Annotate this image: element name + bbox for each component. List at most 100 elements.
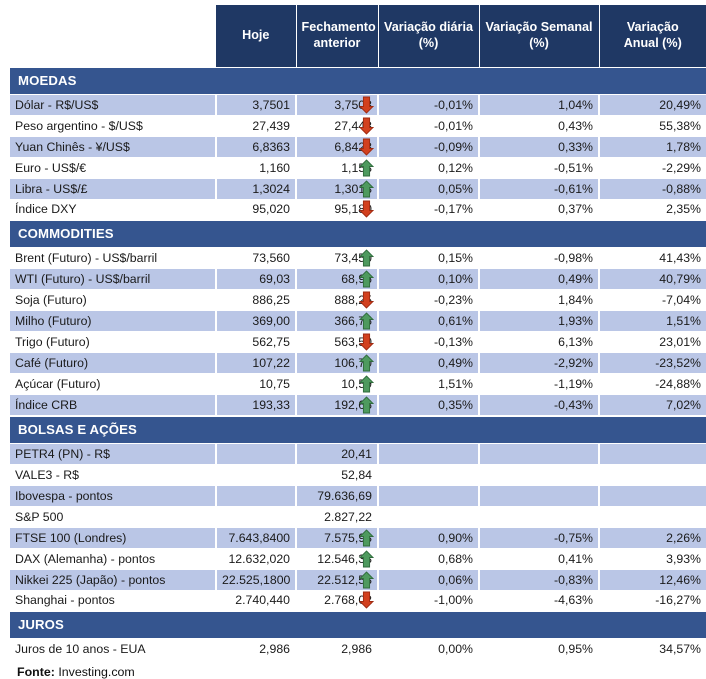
cell-variacao-diaria <box>377 506 479 528</box>
cell-variacao-semanal: -0,61% <box>478 178 599 200</box>
cell-fechamento-anterior: 2,986 <box>295 638 378 661</box>
cell-variacao-anual: 1,51% <box>598 310 706 332</box>
row-label: VALE3 - R$ <box>10 464 216 486</box>
cell-variacao-semanal: -0,75% <box>478 527 599 549</box>
table-header: Hoje Fechamento anterior Variação diária… <box>10 5 706 67</box>
row-label: Açúcar (Futuro) <box>10 373 216 395</box>
cell-variacao-semanal: 1,84% <box>478 289 599 311</box>
row-label: Índice CRB <box>10 394 216 417</box>
header-vsemanal-line1: Variação Semanal <box>485 20 593 35</box>
row-label: FTSE 100 (Londres) <box>10 527 216 549</box>
cell-fechamento-anterior: 1,3018 <box>295 178 378 200</box>
cell-fechamento-anterior: 192,65 <box>295 394 378 417</box>
cell-hoje: 7.643,8400 <box>215 527 296 549</box>
cell-fechamento-anterior: 10,59 <box>295 373 378 395</box>
cell-variacao-anual: -16,27% <box>598 590 706 612</box>
section-title: MOEDAS <box>10 66 706 95</box>
trend-up-icon <box>359 312 374 330</box>
cell-variacao-diaria: -0,01% <box>377 115 479 137</box>
cell-variacao-diaria <box>377 485 479 507</box>
trend-up-icon <box>359 529 374 546</box>
cell-variacao-diaria: 0,68% <box>377 548 479 570</box>
cell-variacao-semanal: -0,43% <box>478 394 599 417</box>
cell-variacao-semanal <box>478 464 599 486</box>
cell-variacao-anual: -2,29% <box>598 157 706 179</box>
table-row: PETR4 (PN) - R$ 20,41 <box>10 443 706 465</box>
header-hoje-line1: Hoje <box>242 27 270 42</box>
cell-fechamento-anterior: 1,158 <box>295 157 378 179</box>
table-row: Índice CRB 193,33 192,65 0,35% -0,43% 7,02% <box>10 394 706 417</box>
header-cell-variacao-anual: Variação Anual (%) <box>598 5 706 67</box>
cell-variacao-semanal <box>478 443 599 465</box>
header-cell-hoje: Hoje <box>216 5 297 67</box>
cell-fechamento-value: 52,84 <box>341 467 372 482</box>
trend-down-icon <box>359 591 374 609</box>
header-fechamento-line2: anterior <box>313 35 361 50</box>
header-vdiaria-line2: (%) <box>418 35 439 50</box>
table-row: Euro - US$/€ 1,160 1,158 0,12% -0,51% -2,29% <box>10 157 706 179</box>
cell-variacao-diaria <box>377 464 479 486</box>
section-title: COMMODITIES <box>10 219 706 248</box>
header-vsemanal-line2: (%) <box>529 35 549 50</box>
cell-variacao-anual: 34,57% <box>598 638 706 661</box>
row-label: Índice DXY <box>10 199 216 221</box>
cell-variacao-anual: 20,49% <box>598 94 706 116</box>
trend-down-icon <box>359 117 374 134</box>
cell-hoje: 27,439 <box>215 115 296 137</box>
cell-variacao-semanal: -4,63% <box>478 590 599 612</box>
cell-variacao-anual: 23,01% <box>598 331 706 353</box>
row-label: Juros de 10 anos - EUA <box>10 638 216 661</box>
cell-variacao-anual: 12,46% <box>598 569 706 591</box>
row-label: Nikkei 225 (Japão) - pontos <box>10 569 216 591</box>
cell-variacao-diaria: 0,61% <box>377 310 479 332</box>
trend-up-icon <box>359 249 374 267</box>
cell-variacao-diaria: 0,12% <box>377 157 479 179</box>
table-row: Brent (Futuro) - US$/barril 73,560 73,450 0… <box>10 247 706 269</box>
cell-fechamento-anterior: 2.827,22 <box>295 506 378 528</box>
cell-hoje: 3,7501 <box>215 94 296 116</box>
cell-variacao-anual: 2,26% <box>598 527 706 549</box>
cell-hoje: 2.740,440 <box>215 590 296 612</box>
cell-variacao-semanal: -0,83% <box>478 569 599 591</box>
cell-variacao-anual: 41,43% <box>598 247 706 269</box>
cell-hoje: 2,986 <box>215 638 296 661</box>
table-row: VALE3 - R$ 52,84 <box>10 464 706 486</box>
cell-hoje: 1,3024 <box>215 178 296 200</box>
cell-hoje <box>215 485 296 507</box>
cell-hoje <box>215 464 296 486</box>
section-header-row: MOEDAS <box>10 66 706 95</box>
cell-variacao-diaria: 0,06% <box>377 569 479 591</box>
trend-down-icon <box>359 291 374 309</box>
cell-hoje: 107,22 <box>215 352 296 374</box>
cell-variacao-diaria: 1,51% <box>377 373 479 395</box>
source-value: Investing.com <box>58 664 135 679</box>
cell-variacao-semanal: 0,43% <box>478 115 599 137</box>
cell-fechamento-anterior: 95,180 <box>295 199 378 221</box>
cell-fechamento-anterior: 106,70 <box>295 352 378 374</box>
cell-variacao-semanal: -0,98% <box>478 247 599 269</box>
row-label: Soja (Futuro) <box>10 289 216 311</box>
row-label: DAX (Alemanha) - pontos <box>10 548 216 570</box>
cell-fechamento-value: 2.827,22 <box>324 509 372 524</box>
cell-variacao-diaria: -0,13% <box>377 331 479 353</box>
cell-variacao-diaria: 0,35% <box>377 394 479 417</box>
table-row: FTSE 100 (Londres) 7.643,8400 7.575,93 0,90… <box>10 527 706 549</box>
cell-variacao-anual <box>598 485 706 507</box>
row-label: Libra - US$/£ <box>10 178 216 200</box>
table-row: Índice DXY 95,020 95,180 -0,17% 0,37% 2,35% <box>10 199 706 221</box>
table-row: Shanghai - pontos 2.740,440 2.768,02 -1,00%… <box>10 590 706 612</box>
cell-variacao-diaria: -0,01% <box>377 94 479 116</box>
cell-hoje <box>215 506 296 528</box>
header-fechamento-line1: Fechamento <box>301 20 376 35</box>
cell-variacao-anual: 7,02% <box>598 394 706 417</box>
row-label: S&P 500 <box>10 506 216 528</box>
cell-variacao-anual <box>598 464 706 486</box>
table-row: Café (Futuro) 107,22 106,70 0,49% -2,92% -23,… <box>10 352 706 374</box>
table-body: MOEDAS Dólar - R$/US$ 3,7501 3,7503 -0,01% 1,… <box>10 66 706 661</box>
table-row: WTI (Futuro) - US$/barril 69,03 68,96 0,10%… <box>10 268 706 290</box>
row-label: PETR4 (PN) - R$ <box>10 443 216 465</box>
cell-hoje: 562,75 <box>215 331 296 353</box>
header-row: Hoje Fechamento anterior Variação diária… <box>10 5 706 67</box>
trend-down-icon <box>359 138 374 155</box>
row-label: Euro - US$/€ <box>10 157 216 179</box>
